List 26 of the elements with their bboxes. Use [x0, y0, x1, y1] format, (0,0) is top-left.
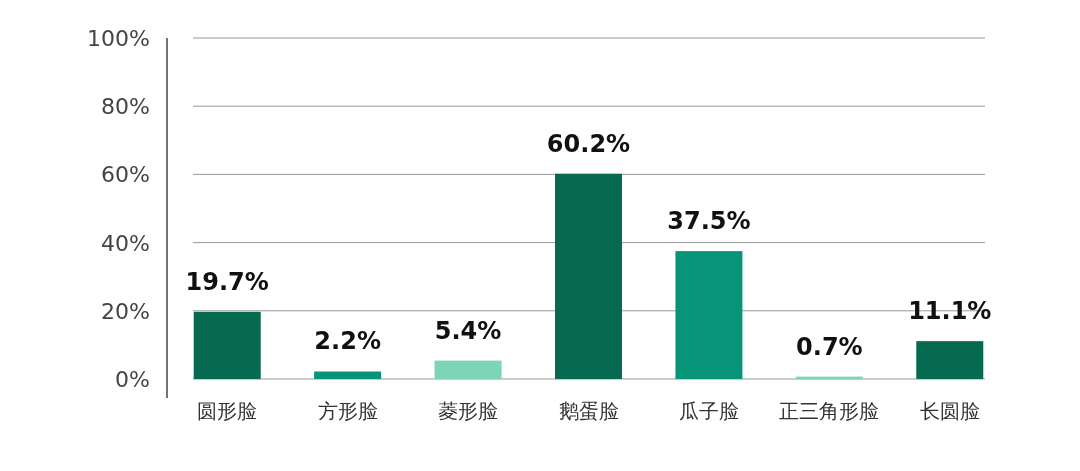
data-label: 37.5%	[667, 207, 751, 236]
y-tick-label: 100%	[87, 26, 150, 51]
x-tick-label: 正三角形脸	[779, 399, 880, 423]
bar	[434, 360, 502, 379]
x-tick-label: 圆形脸	[197, 399, 258, 423]
x-tick-label: 鹅蛋脸	[558, 399, 619, 423]
data-label: 2.2%	[314, 327, 381, 356]
y-tick-label: 60%	[101, 162, 150, 188]
bar	[314, 371, 382, 379]
y-tick-label: 0%	[115, 367, 150, 392]
x-tick-label: 方形脸	[317, 399, 378, 423]
bar	[675, 251, 743, 379]
data-label: 19.7%	[185, 267, 269, 296]
bar	[193, 311, 261, 379]
data-label: 0.7%	[796, 332, 863, 361]
x-tick-label: 瓜子脸	[678, 399, 739, 423]
data-label: 5.4%	[434, 316, 502, 345]
y-tick-label: 80%	[101, 94, 150, 120]
x-tick-label: 长圆脸	[919, 399, 980, 423]
bar	[555, 173, 622, 379]
x-tick-label: 菱形脸	[438, 399, 499, 423]
y-tick-label: 20%	[101, 298, 150, 324]
y-tick-label: 40%	[101, 230, 150, 256]
data-label: 60.2%	[546, 129, 631, 158]
data-label: 11.1%	[908, 297, 992, 326]
bar	[916, 341, 984, 379]
